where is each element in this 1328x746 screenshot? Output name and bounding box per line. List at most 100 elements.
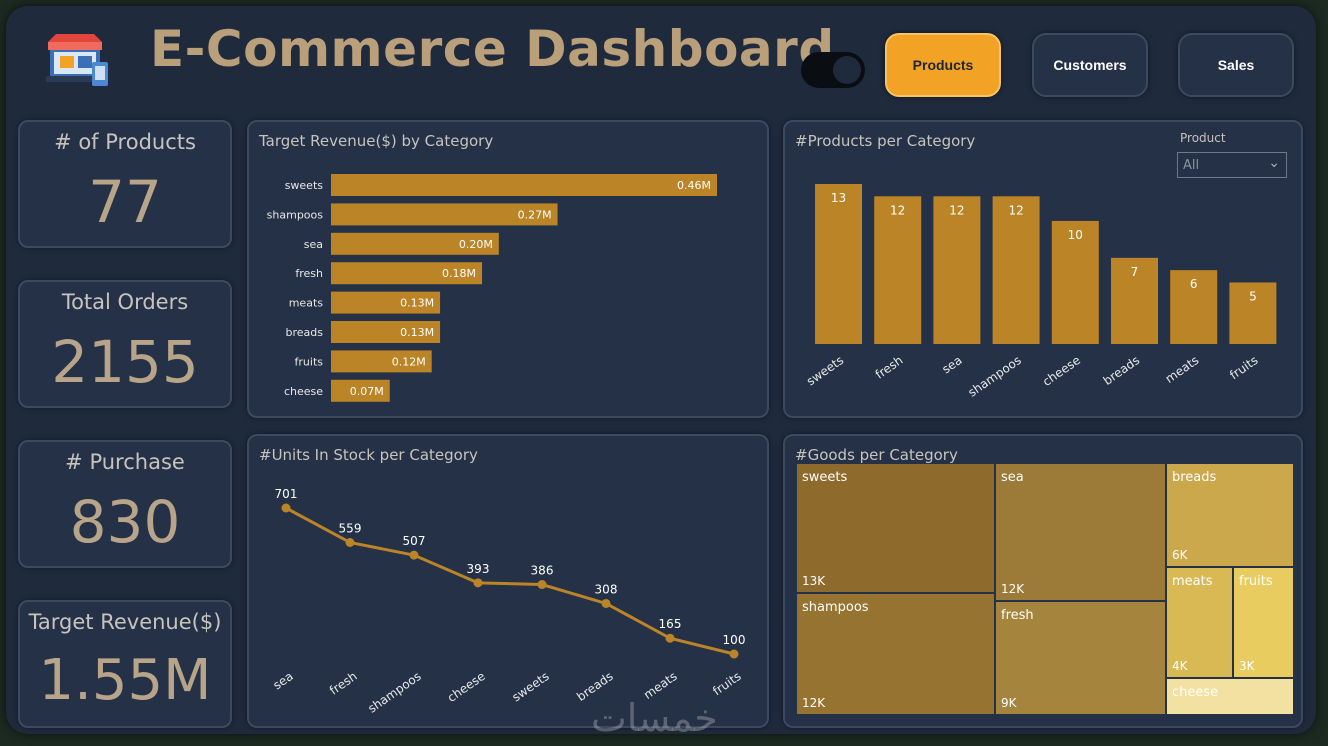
nav-sales-button[interactable]: Sales: [1178, 33, 1294, 97]
category-tick-label: shampoos: [365, 669, 423, 716]
kpi-value: 830: [69, 488, 181, 556]
category-tick-label: sweets: [285, 179, 324, 192]
data-label: 386: [531, 564, 554, 578]
revenue-bar: [331, 262, 483, 285]
category-tick-label: breads: [286, 326, 324, 339]
toggle-knob: [833, 56, 861, 84]
chevron-down-icon: ⌄: [1268, 155, 1280, 171]
data-label: 12: [949, 203, 964, 217]
data-label: 0.13M: [400, 297, 434, 310]
kpi-value: 2155: [51, 328, 199, 396]
stock-point: [473, 578, 483, 588]
data-label: 7: [1131, 265, 1139, 279]
goods-treemap: sweets 13K shampoos 12K sea 12K fresh 9K breads 6…: [797, 464, 1293, 714]
treemap-tile-sweets: sweets 13K: [797, 464, 994, 592]
goods-per-category-card: #Goods per Category sweets 13K shampoos 12K…: [783, 434, 1303, 728]
treemap-tile-fruits: fruits 3K: [1234, 568, 1293, 677]
data-label: 393: [467, 562, 490, 576]
data-label: 0.46M: [677, 179, 711, 192]
product-filter-dropdown[interactable]: All ⌄: [1177, 152, 1287, 178]
category-tick-label: cheese: [284, 385, 323, 398]
data-label: 6: [1190, 277, 1198, 291]
treemap-tile-cheese: cheese: [1167, 679, 1293, 714]
chart-title: Target Revenue($) by Category: [259, 132, 494, 150]
category-tick-label: fruits: [710, 669, 743, 698]
products-bar: [1111, 257, 1158, 344]
treemap-category-label: shampoos: [802, 600, 869, 615]
category-tick-label: fruits: [1227, 353, 1260, 382]
data-label: 12: [890, 203, 905, 217]
treemap-value-label: 13K: [802, 574, 826, 588]
kpi-title: Target Revenue($): [28, 610, 222, 634]
stock-point: [409, 550, 419, 560]
kpi-card-target-revenue: Target Revenue($) 1.55M: [18, 600, 232, 728]
products-per-category-card: #Products per Category Product All ⌄ 13 s…: [783, 120, 1303, 418]
treemap-tile-shampoos: shampoos 12K: [797, 594, 994, 714]
treemap-value-label: 12K: [802, 696, 826, 710]
product-filter-label: Product: [1180, 131, 1226, 145]
products-bar: [815, 184, 862, 344]
category-tick-label: sweets: [509, 669, 551, 704]
category-tick-label: fresh: [327, 669, 360, 698]
treemap-category-label: fresh: [1001, 608, 1034, 623]
kpi-title: # of Products: [54, 130, 196, 154]
stock-point: [665, 633, 675, 643]
revenue-bar: [331, 203, 558, 226]
treemap-tile-fresh: fresh 9K: [996, 602, 1165, 714]
revenue-bar: [331, 291, 441, 314]
data-label: 100: [723, 633, 746, 647]
treemap-category-label: meats: [1172, 574, 1213, 589]
products-bar: [874, 196, 922, 344]
stock-point: [729, 649, 739, 659]
category-tick-label: sea: [270, 669, 295, 693]
treemap-tile-meats: meats 4K: [1167, 568, 1232, 677]
theme-toggle[interactable]: [801, 52, 865, 88]
data-label: 308: [595, 582, 618, 596]
data-label: 701: [275, 487, 298, 501]
category-tick-label: cheese: [445, 669, 488, 705]
kpi-value: 1.55M: [38, 648, 212, 713]
stock-point: [345, 537, 355, 547]
kpi-card-orders: Total Orders 2155: [18, 280, 232, 408]
data-label: 0.12M: [392, 355, 426, 368]
kpi-title: Total Orders: [61, 290, 189, 314]
revenue-by-category-card: Target Revenue($) by Category sweets 0.46…: [247, 120, 769, 418]
stock-series-line: [285, 506, 735, 656]
kpi-card-purchase: # Purchase 830: [18, 440, 232, 568]
products-bar: [933, 196, 981, 344]
data-label: 12: [1008, 203, 1023, 217]
data-label: 507: [403, 534, 426, 548]
category-tick-label: breads: [1101, 353, 1143, 388]
category-tick-label: shampoos: [965, 353, 1023, 400]
treemap-value-label: 12K: [1001, 582, 1025, 596]
units-line-chart: 701 sea 559 fresh 507 shampoos 393 cheese 386 swe…: [270, 487, 746, 716]
revenue-bar: [331, 174, 717, 196]
treemap-value-label: 6K: [1172, 548, 1188, 562]
data-label: 13: [831, 191, 846, 205]
kpi-title: # Purchase: [65, 450, 185, 474]
nav-customers-button[interactable]: Customers: [1032, 33, 1148, 97]
treemap-tile-sea: sea 12K: [996, 464, 1165, 600]
category-tick-label: meats: [1163, 353, 1202, 386]
stock-point: [537, 580, 547, 590]
treemap-value-label: 9K: [1001, 696, 1017, 710]
products-bar: [992, 196, 1040, 344]
revenue-bar: [331, 379, 390, 402]
treemap-category-label: sweets: [802, 470, 848, 485]
revenue-bar: [331, 350, 432, 373]
products-bar-chart: 13 sweets 12 fresh 12 sea 12 shampoos 10 cheese 7 b…: [804, 184, 1277, 400]
revenue-bar: [331, 321, 441, 343]
revenue-bar-chart: sweets 0.46M shampoos 0.27M sea 0.20M fresh 0.1…: [267, 174, 717, 402]
treemap-category-label: breads: [1172, 470, 1217, 485]
products-bar: [1229, 282, 1277, 344]
treemap-value-label: 3K: [1239, 659, 1255, 673]
data-label: 5: [1249, 289, 1257, 303]
chart-title: #Products per Category: [795, 132, 976, 150]
category-tick-label: sea: [304, 238, 323, 251]
product-filter-value: All: [1183, 158, 1200, 173]
units-in-stock-card: #Units In Stock per Category 701 sea 559 fr…: [247, 434, 769, 728]
kpi-card-products: # of Products 77: [18, 120, 232, 248]
category-tick-label: fresh: [295, 267, 323, 280]
revenue-bar: [331, 232, 499, 255]
nav-products-button[interactable]: Products: [885, 33, 1001, 97]
